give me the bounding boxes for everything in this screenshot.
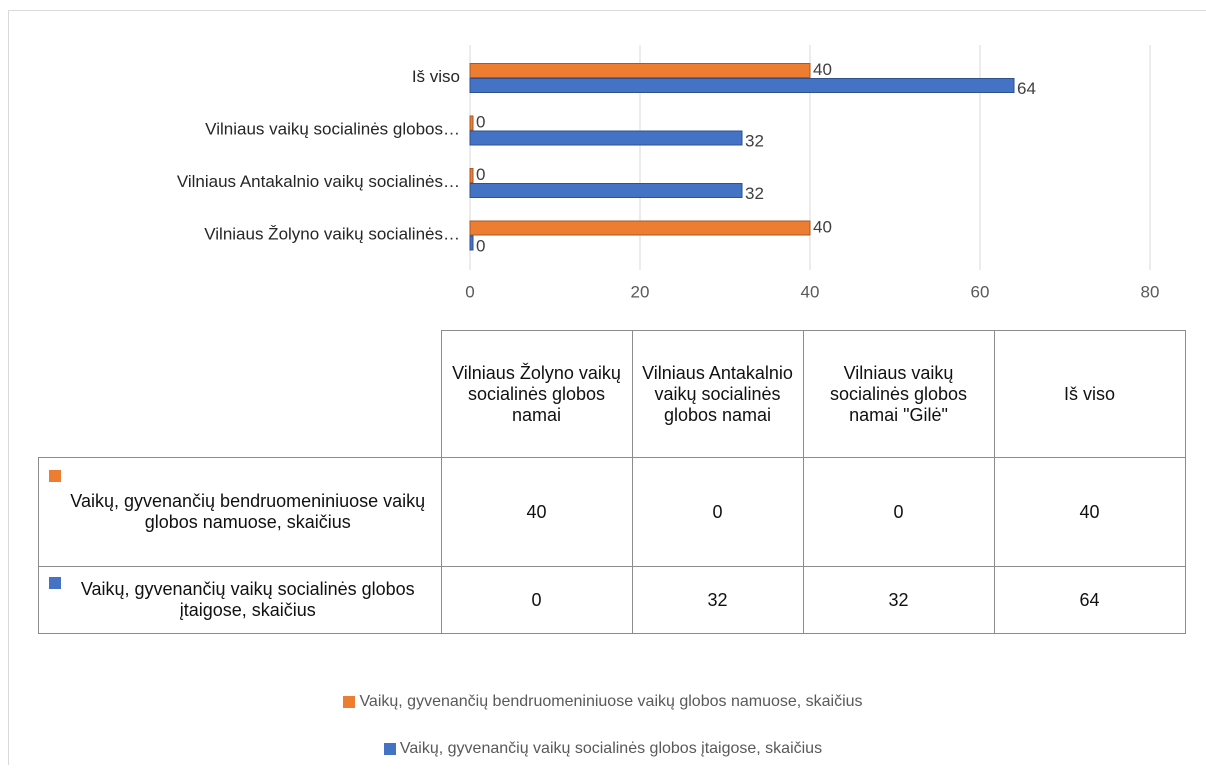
y-tick-label: Vilniaus vaikų socialinės globos… — [205, 119, 460, 138]
bar — [470, 131, 742, 145]
y-tick-label: Iš viso — [412, 67, 460, 86]
row-label: Vaikų, gyvenančių vaikų socialinės globo… — [45, 579, 435, 621]
data-table: Vilniaus Žolyno vaikų socialinės globos … — [38, 330, 1186, 634]
row-label: Vaikų, gyvenančių bendruomeniniuose vaik… — [45, 491, 435, 533]
table-row: Vaikų, gyvenančių vaikų socialinės globo… — [39, 567, 1186, 634]
table-cell: 0 — [803, 458, 994, 567]
legend-entry: Vaikų, gyvenančių bendruomeniniuose vaik… — [0, 678, 1206, 725]
table-header: Vilniaus Žolyno vaikų socialinės globos … — [441, 331, 632, 458]
data-label: 0 — [476, 112, 485, 131]
data-label: 32 — [745, 131, 764, 150]
bar — [470, 116, 473, 130]
table-cell: 40 — [994, 458, 1185, 567]
table-cell: 64 — [994, 567, 1185, 634]
x-tick-label: 80 — [1141, 282, 1160, 301]
table-corner — [39, 331, 442, 458]
table-header: Iš viso — [994, 331, 1185, 458]
data-label: 40 — [813, 60, 832, 79]
data-label: 64 — [1017, 79, 1036, 98]
table-cell: 32 — [803, 567, 994, 634]
table-cell: 0 — [441, 567, 632, 634]
x-tick-label: 20 — [631, 282, 650, 301]
table-header-row: Vilniaus Žolyno vaikų socialinės globos … — [39, 331, 1186, 458]
legend-swatch — [49, 470, 61, 482]
x-tick-label: 60 — [971, 282, 990, 301]
data-label: 0 — [476, 236, 485, 255]
data-label: 0 — [476, 165, 485, 184]
bar — [470, 236, 473, 250]
data-label: 32 — [745, 184, 764, 203]
table-row: Vaikų, gyvenančių bendruomeniniuose vaik… — [39, 458, 1186, 567]
bar — [470, 64, 810, 78]
data-label: 40 — [813, 217, 832, 236]
table-cell: 32 — [632, 567, 803, 634]
x-tick-label: 0 — [465, 282, 474, 301]
bar — [470, 221, 810, 235]
legend-swatch — [49, 577, 61, 589]
table-cell: 40 — [441, 458, 632, 567]
x-tick-label: 40 — [801, 282, 820, 301]
legend-label: Vaikų, gyvenančių bendruomeniniuose vaik… — [359, 693, 862, 711]
y-tick-label: Vilniaus Antakalnio vaikų socialinės… — [177, 172, 460, 191]
table-cell: 0 — [632, 458, 803, 567]
legend-swatch — [384, 743, 396, 755]
y-tick-label: Vilniaus Žolyno vaikų socialinės… — [204, 224, 460, 243]
table-row-header: Vaikų, gyvenančių bendruomeniniuose vaik… — [39, 458, 442, 567]
bar — [470, 79, 1014, 93]
bar — [470, 184, 742, 198]
legend-label: Vaikų, gyvenančių vaikų socialinės globo… — [400, 740, 822, 758]
table-header: Vilniaus Antakalnio vaikų socialinės glo… — [632, 331, 803, 458]
legend-swatch — [343, 696, 355, 708]
table-row-header: Vaikų, gyvenančių vaikų socialinės globo… — [39, 567, 442, 634]
table-header: Vilniaus vaikų socialinės globos namai "… — [803, 331, 994, 458]
legend: Vaikų, gyvenančių bendruomeniniuose vaik… — [0, 678, 1206, 772]
bar — [470, 169, 473, 183]
